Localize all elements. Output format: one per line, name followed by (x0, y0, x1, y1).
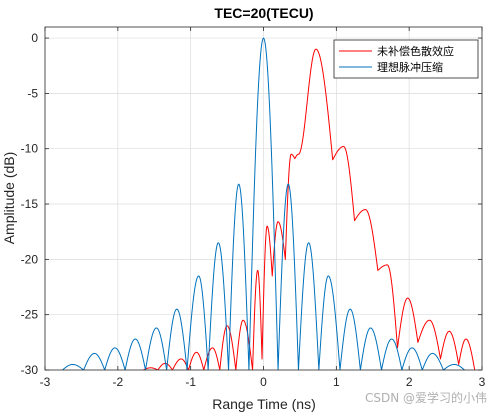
y-tick-label: -10 (21, 142, 39, 156)
watermark-text: CSDN @爱学习的小伟 (365, 390, 487, 405)
y-tick-label: -25 (21, 308, 39, 322)
y-tick-label: -30 (21, 363, 39, 377)
legend-label-series-1: 未补偿色散效应 (377, 44, 454, 58)
legend-label-series-2: 理想脉冲压缩 (377, 60, 443, 74)
series-line-1 (143, 48, 476, 370)
legend-box (333, 39, 479, 79)
y-tick-label: -5 (27, 86, 38, 100)
chart-title: TEC=20(TECU) (214, 5, 313, 21)
x-tick-label: 0 (260, 375, 267, 389)
axis-ticks: -3 -2 -1 0 1 2 30-5-10-15-20-25-30 (21, 27, 486, 389)
x-axis-label: Range Time (ns) (212, 396, 315, 412)
x-tick-label: 1 (333, 375, 340, 389)
x-tick-label: -2 (112, 375, 123, 389)
legend: 未补偿色散效应 理想脉冲压缩 (333, 39, 479, 79)
x-tick-label: 2 (406, 375, 413, 389)
y-tick-label: -15 (21, 197, 39, 211)
series-layer (62, 37, 476, 370)
series-line-2 (62, 37, 465, 370)
x-tick-label: -1 (185, 375, 196, 389)
x-tick-label: 3 (479, 375, 486, 389)
y-axis-label: Amplitude (dB) (1, 152, 17, 245)
x-tick-label: -3 (40, 375, 51, 389)
y-tick-label: 0 (31, 31, 38, 45)
y-tick-label: -20 (21, 252, 39, 266)
